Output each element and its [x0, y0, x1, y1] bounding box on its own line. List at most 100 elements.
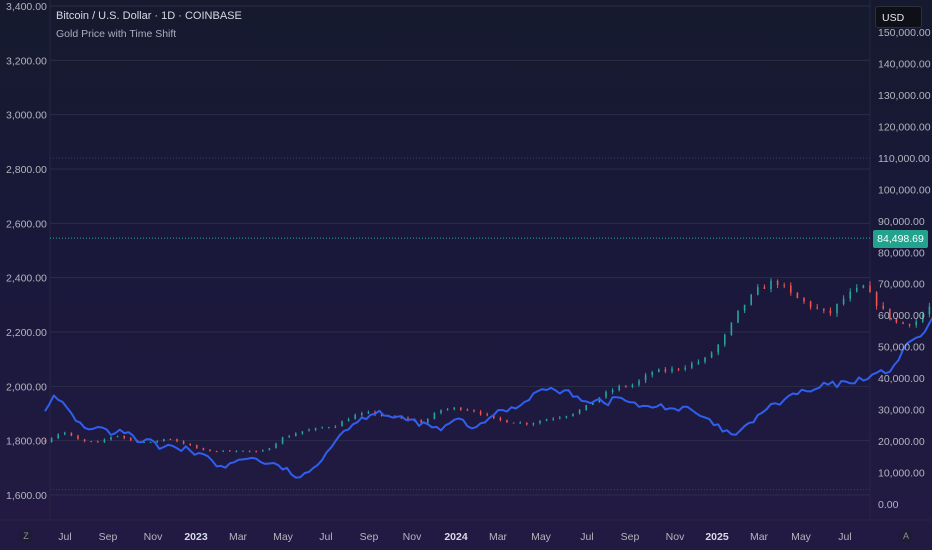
candle-body: [189, 443, 191, 446]
time-axis-label: Mar: [750, 531, 769, 543]
left-axis-tick-label: 1,600.00: [6, 490, 47, 502]
candle-body: [776, 280, 779, 286]
candle-body: [869, 285, 871, 293]
candle-body: [116, 435, 119, 437]
candle-body: [130, 438, 132, 441]
indicator-label[interactable]: Gold Price with Time Shift: [56, 28, 177, 40]
candle-body: [176, 439, 178, 442]
candle-body: [440, 409, 442, 414]
right-axis-tick-label: 20,000.00: [878, 436, 925, 448]
candle-body: [367, 411, 370, 414]
candle-body: [361, 413, 363, 416]
right-axis-tick-label: 130,000.00: [878, 90, 931, 102]
candle-body: [697, 361, 700, 364]
candle-body: [928, 306, 931, 315]
candle-body: [169, 439, 172, 441]
candle-body: [895, 318, 898, 323]
candle-body: [611, 390, 614, 393]
time-axis-label: Nov: [403, 531, 422, 543]
right-axis-tick-label: 40,000.00: [878, 373, 925, 385]
right-axis-tick-label: 30,000.00: [878, 405, 925, 417]
candle-body: [209, 449, 211, 452]
candle-body: [354, 415, 356, 420]
candle-body: [57, 434, 59, 439]
time-axis-label: May: [273, 531, 294, 543]
candle-body: [275, 443, 277, 449]
candle-body: [915, 321, 917, 326]
candle-body: [763, 287, 766, 289]
candle-body: [618, 386, 620, 391]
candle-body: [803, 298, 805, 302]
candle-body: [796, 292, 799, 299]
candle-body: [836, 303, 838, 314]
time-axis-label: Jul: [58, 531, 71, 543]
candle-body: [856, 287, 858, 292]
candle-body: [625, 386, 627, 388]
candle-body: [922, 314, 924, 322]
left-axis-tick-label: 2,400.00: [6, 273, 47, 285]
candle-body: [842, 298, 845, 304]
candle-body: [479, 411, 482, 415]
candle-body: [255, 451, 257, 453]
candle-body: [301, 431, 304, 434]
candle-body: [380, 414, 383, 416]
candle-body: [631, 384, 634, 387]
candle-body: [572, 413, 574, 417]
currency-button[interactable]: USD: [875, 6, 922, 28]
candle-body: [862, 285, 865, 288]
candle-body: [829, 310, 832, 314]
candle-body: [849, 291, 851, 299]
candle-body: [545, 419, 548, 422]
right-axis-tick-label: 70,000.00: [878, 279, 925, 291]
candle-body: [64, 432, 66, 435]
candle-body: [242, 450, 244, 452]
candle-body: [684, 367, 686, 370]
candle-body: [783, 285, 785, 287]
zoom-reset-button[interactable]: Z: [19, 529, 33, 543]
candle-body: [506, 419, 508, 423]
gold-price-line: [44, 316, 932, 479]
candle-body: [651, 372, 653, 376]
candle-body: [110, 436, 112, 440]
time-axis-label: Jul: [319, 531, 332, 543]
candle-body: [446, 408, 449, 410]
candle-body: [103, 439, 106, 442]
time-axis-label: Sep: [360, 531, 379, 543]
candle-body: [321, 427, 323, 429]
right-axis-tick-label: 0.00: [878, 499, 899, 511]
candle-body: [196, 445, 198, 449]
candle-body: [658, 369, 660, 373]
time-axis-label: 2024: [444, 531, 468, 543]
auto-scale-button[interactable]: A: [899, 529, 913, 543]
candle-body: [182, 441, 185, 444]
chart-title: Bitcoin / U.S. Dollar · 1D · COINBASE: [56, 10, 242, 22]
candle-body: [77, 435, 79, 440]
candle-body: [512, 422, 515, 424]
left-axis-tick-label: 3,200.00: [6, 55, 47, 67]
left-axis-tick-label: 2,800.00: [6, 164, 47, 176]
candle-body: [215, 451, 218, 453]
candle-body: [149, 441, 152, 443]
candle-body: [565, 416, 568, 418]
candle-body: [123, 435, 125, 439]
right-axis-tick-label: 120,000.00: [878, 121, 931, 133]
candle-body: [902, 322, 904, 324]
candle-body: [466, 409, 469, 411]
time-axis-label: Sep: [99, 531, 118, 543]
candle-body: [585, 405, 587, 410]
candle-body: [743, 304, 746, 311]
candle-body: [314, 427, 317, 430]
candle-body: [770, 280, 772, 289]
candle-body: [717, 344, 719, 353]
candle-body: [559, 417, 561, 419]
candle-body: [347, 419, 350, 422]
candle-body: [750, 294, 752, 305]
candle-body: [691, 363, 693, 368]
candle-body: [526, 422, 528, 425]
left-axis-tick-label: 2,600.00: [6, 218, 47, 230]
candle-body: [908, 323, 911, 326]
candle-body: [262, 450, 264, 452]
candle-body: [400, 417, 403, 419]
right-axis-tick-label: 110,000.00: [878, 153, 930, 165]
